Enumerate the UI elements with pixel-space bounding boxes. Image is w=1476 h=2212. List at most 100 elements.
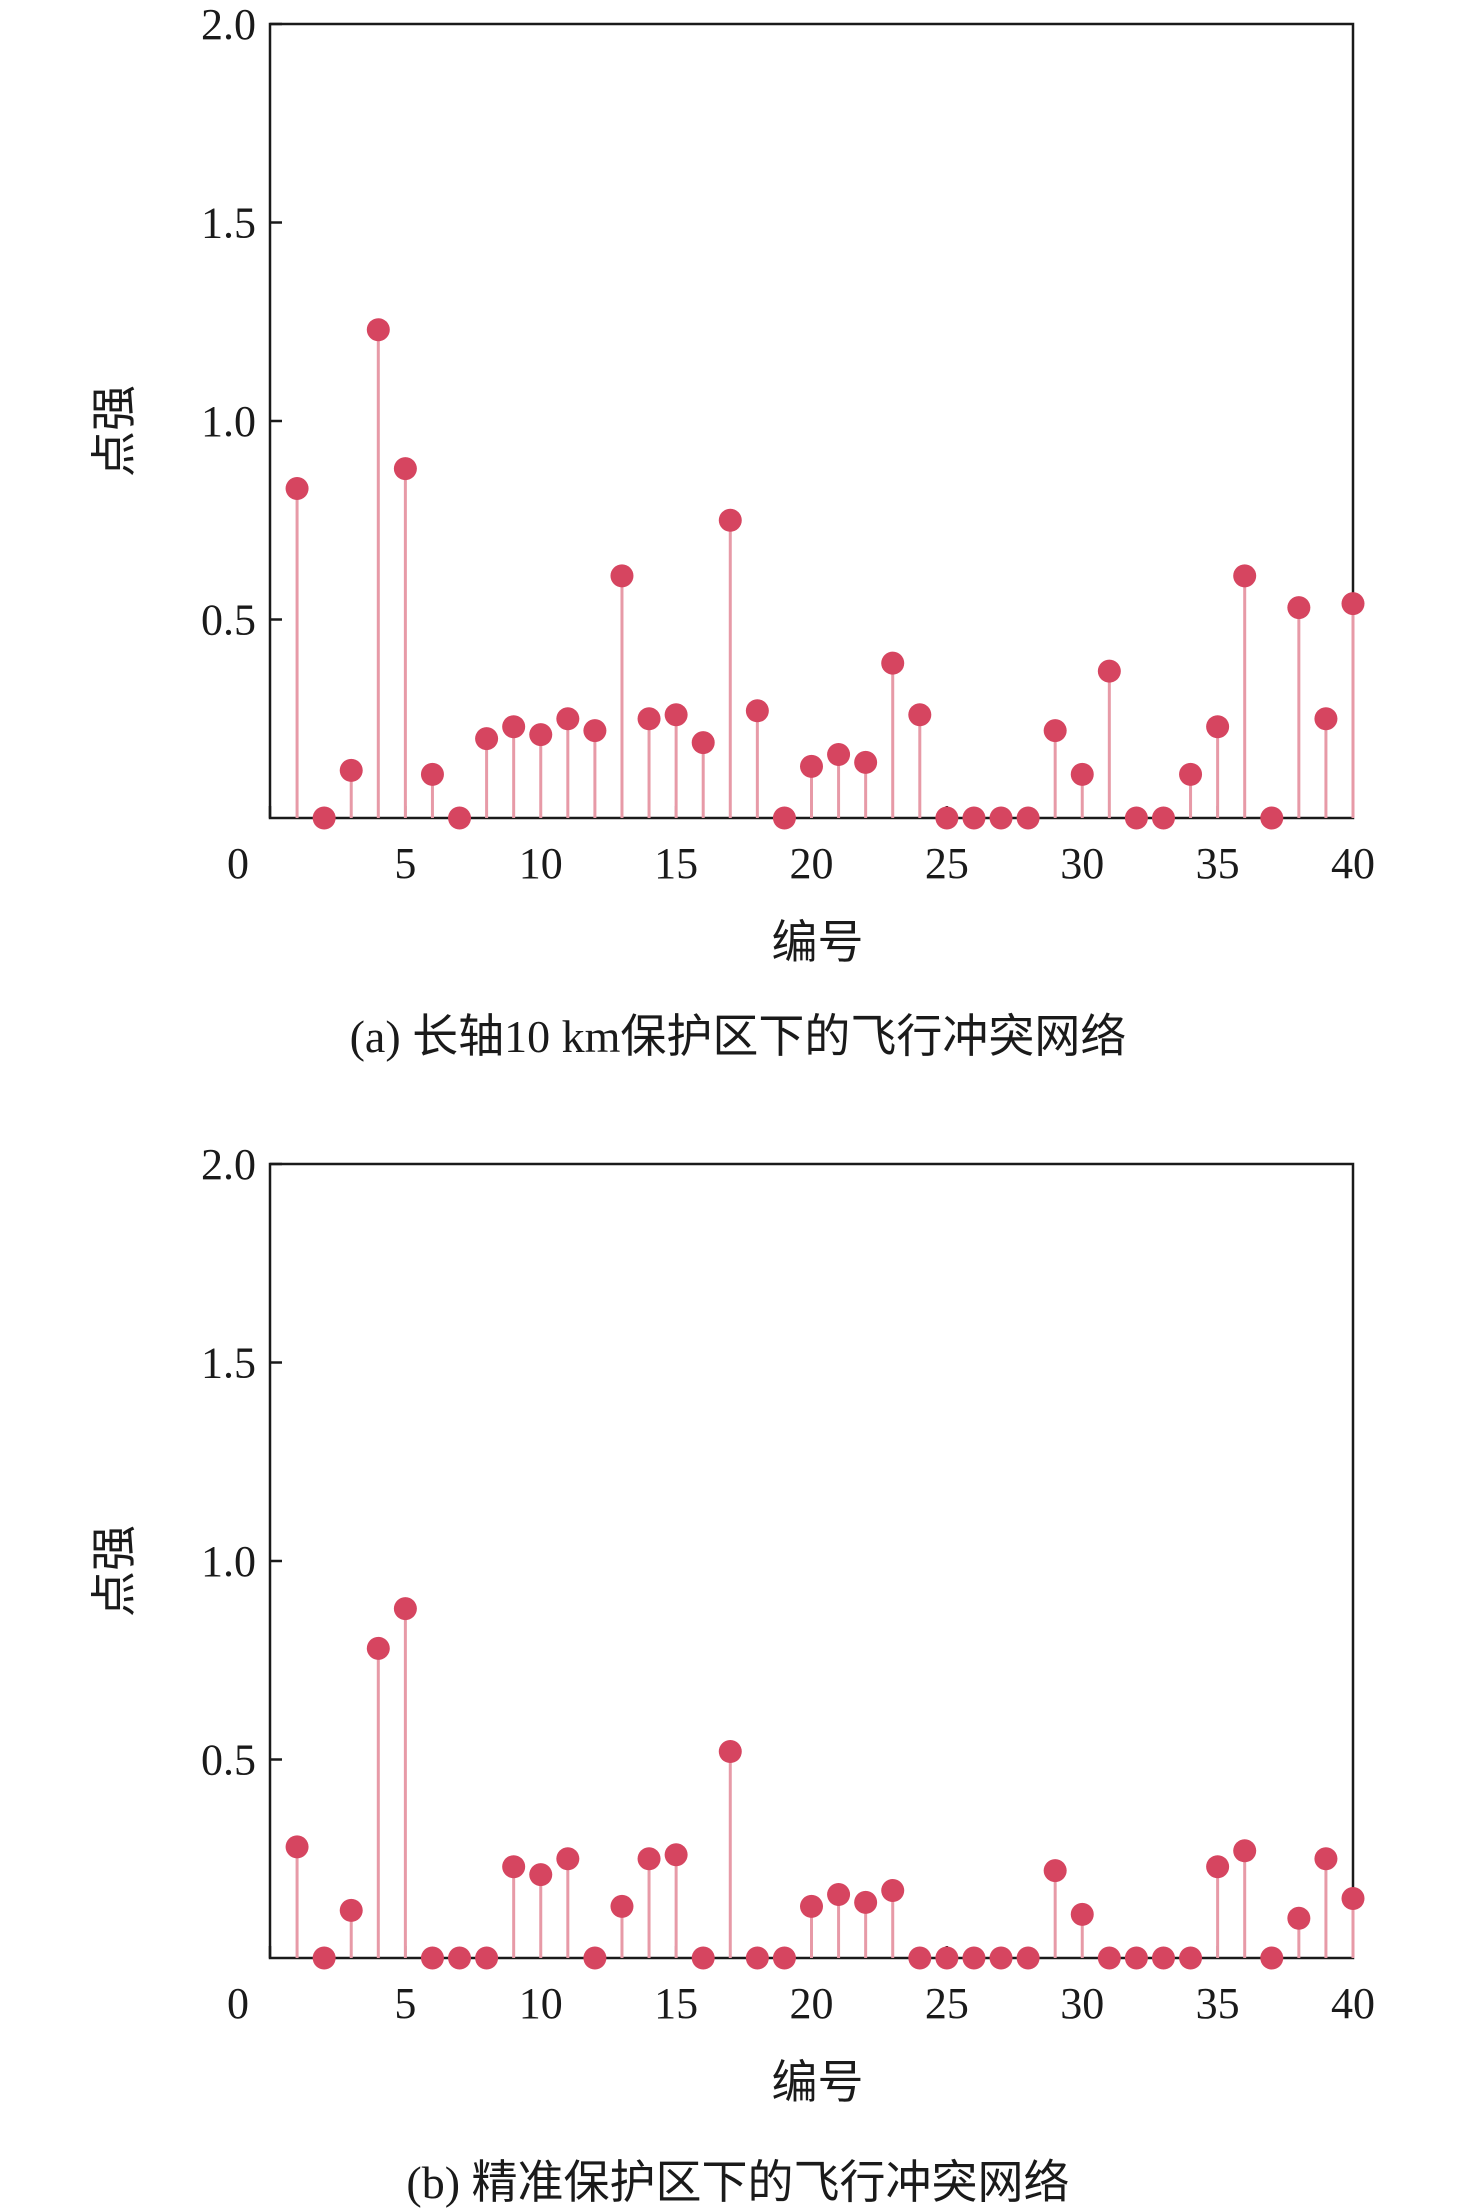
data-point xyxy=(962,1946,986,1970)
data-point xyxy=(312,1946,336,1970)
caption-b: (b) 精准保护区下的飞行冲突网络 xyxy=(406,2157,1070,2208)
data-point xyxy=(745,699,769,723)
data-point xyxy=(502,715,526,739)
x-axis-label: 编号 xyxy=(772,917,864,968)
figure-panel-a: 0.5 1.0 1.5 2.0 0 5 10 15 20 25 30 35 40 编号 点强 (a) 长轴1… xyxy=(0,0,1476,1104)
data-point xyxy=(1124,806,1148,830)
data-point xyxy=(1206,1855,1230,1879)
y-tick-label: 1.5 xyxy=(201,199,256,248)
data-point xyxy=(1097,659,1121,683)
data-point xyxy=(339,758,363,782)
y-tick-label: 0.5 xyxy=(201,596,256,645)
data-point xyxy=(1016,806,1040,830)
data-point xyxy=(366,318,390,342)
data-point xyxy=(366,1636,390,1660)
data-point xyxy=(1287,1906,1311,1930)
data-point xyxy=(610,1894,634,1918)
data-point xyxy=(827,1882,851,1906)
data-point xyxy=(556,707,580,731)
x-tick-label: 20 xyxy=(790,839,834,888)
x-axis-label: 编号 xyxy=(772,2057,864,2108)
data-point xyxy=(935,806,959,830)
data-point xyxy=(312,806,336,830)
x-tick-label: 40 xyxy=(1331,1979,1375,2028)
data-point xyxy=(339,1898,363,1922)
stem-chart-a: 0.5 1.0 1.5 2.0 0 5 10 15 20 25 30 35 40 编号 点强 xyxy=(89,0,1375,968)
y-tick-label: 2.0 xyxy=(201,0,256,49)
data-point xyxy=(1260,1946,1284,1970)
stem-chart-b: 0.5 1.0 1.5 2.0 0 5 10 15 20 25 30 35 40 编号 点强 xyxy=(89,1140,1375,2108)
data-point xyxy=(989,1946,1013,1970)
x-tick-label: 10 xyxy=(519,839,563,888)
data-point xyxy=(502,1855,526,1879)
x-tick-label: 25 xyxy=(925,1979,969,2028)
data-point xyxy=(1151,806,1175,830)
x-tick-label: 30 xyxy=(1060,1979,1104,2028)
data-point xyxy=(1151,1946,1175,1970)
data-point xyxy=(420,762,444,786)
data-point xyxy=(1233,564,1257,588)
data-point xyxy=(1287,596,1311,620)
data-point xyxy=(881,651,905,675)
data-point xyxy=(448,1946,472,1970)
data-point xyxy=(1043,1859,1067,1883)
data-point xyxy=(718,1740,742,1764)
data-point xyxy=(529,1863,553,1887)
data-point xyxy=(583,719,607,743)
data-point xyxy=(772,806,796,830)
data-point xyxy=(772,1946,796,1970)
data-point xyxy=(556,1847,580,1871)
data-point xyxy=(1124,1946,1148,1970)
data-point xyxy=(1233,1839,1257,1863)
data-point xyxy=(908,1946,932,1970)
x-tick-label: 25 xyxy=(925,839,969,888)
data-point xyxy=(475,727,499,751)
data-point xyxy=(393,1597,417,1621)
data-point xyxy=(881,1879,905,1903)
data-point xyxy=(393,457,417,481)
x-tick-label: 35 xyxy=(1196,1979,1240,2028)
data-point xyxy=(610,564,634,588)
data-point xyxy=(1206,715,1230,739)
x-tick-label: 15 xyxy=(654,1979,698,2028)
data-point xyxy=(1097,1946,1121,1970)
data-point xyxy=(1260,806,1284,830)
data-point xyxy=(1341,592,1365,616)
data-point xyxy=(854,1890,878,1914)
y-axis-label: 点强 xyxy=(89,385,140,477)
data-point xyxy=(1314,707,1338,731)
data-point xyxy=(1070,1902,1094,1926)
y-tick-label: 2.0 xyxy=(201,1140,256,1189)
data-point xyxy=(854,750,878,774)
y-tick-label: 1.0 xyxy=(201,397,256,446)
data-point xyxy=(583,1946,607,1970)
data-point xyxy=(1179,762,1203,786)
data-point xyxy=(989,806,1013,830)
y-tick-label: 1.5 xyxy=(201,1339,256,1388)
x-tick-label: 20 xyxy=(790,1979,834,2028)
data-point xyxy=(827,742,851,766)
y-tick-label: 0.5 xyxy=(201,1736,256,1785)
data-point xyxy=(1043,719,1067,743)
x-tick-label: 5 xyxy=(394,1979,416,2028)
x-tick-label: 30 xyxy=(1060,839,1104,888)
data-point xyxy=(285,1835,309,1859)
data-point xyxy=(718,508,742,532)
x-tick-label: 40 xyxy=(1331,839,1375,888)
data-point xyxy=(664,1843,688,1867)
data-point xyxy=(448,806,472,830)
data-point xyxy=(1016,1946,1040,1970)
x-tick-label: 0 xyxy=(227,1979,249,2028)
data-point xyxy=(285,476,309,500)
plot-frame xyxy=(268,1162,1355,1960)
data-point xyxy=(529,723,553,747)
data-point xyxy=(1314,1847,1338,1871)
data-point xyxy=(637,707,661,731)
data-point xyxy=(637,1847,661,1871)
data-point xyxy=(664,703,688,727)
data-point xyxy=(1070,762,1094,786)
data-point xyxy=(800,1894,823,1918)
x-tick-label: 5 xyxy=(394,839,416,888)
data-point xyxy=(1179,1946,1203,1970)
x-tick-label: 35 xyxy=(1196,839,1240,888)
